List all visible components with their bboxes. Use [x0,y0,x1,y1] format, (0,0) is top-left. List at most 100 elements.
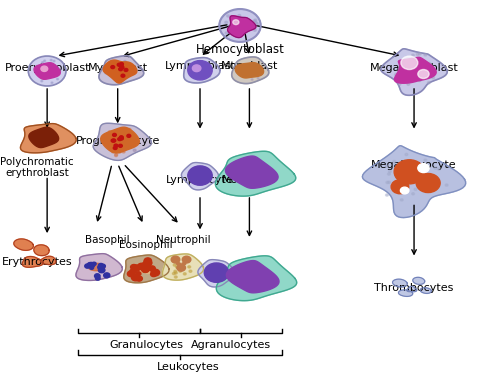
Text: Leukocytes: Leukocytes [157,362,219,372]
Polygon shape [226,156,278,188]
Circle shape [246,23,249,25]
Circle shape [119,68,122,71]
Circle shape [414,79,417,81]
Circle shape [117,63,121,66]
Circle shape [242,17,245,19]
Circle shape [109,138,112,140]
Circle shape [120,137,123,140]
Circle shape [202,67,204,69]
Circle shape [126,144,129,147]
Circle shape [194,75,196,76]
Circle shape [209,75,211,76]
Circle shape [407,83,410,85]
Polygon shape [22,256,44,267]
Circle shape [131,264,137,270]
Circle shape [404,190,407,193]
Circle shape [414,188,417,190]
Circle shape [42,62,44,63]
Circle shape [44,60,46,62]
Circle shape [37,66,39,68]
Circle shape [51,73,53,75]
Circle shape [416,179,419,181]
Circle shape [192,65,201,72]
Circle shape [189,63,191,64]
Circle shape [100,264,105,268]
Text: Agranulocytes: Agranulocytes [191,341,271,351]
Circle shape [434,167,437,169]
Circle shape [258,71,260,72]
Circle shape [128,130,131,132]
Circle shape [419,53,421,55]
Circle shape [418,66,421,68]
Circle shape [120,65,123,68]
Circle shape [399,175,402,177]
Circle shape [112,69,115,71]
Circle shape [233,20,239,25]
Circle shape [171,256,180,263]
Polygon shape [362,146,466,218]
Polygon shape [14,239,34,250]
Circle shape [219,9,261,42]
Circle shape [88,263,95,267]
Circle shape [416,69,419,71]
Circle shape [197,68,199,70]
Circle shape [118,151,121,153]
Ellipse shape [141,267,146,270]
Circle shape [412,193,415,195]
Circle shape [36,66,37,67]
Text: Progranulocyte: Progranulocyte [75,136,160,146]
Text: Basophil: Basophil [85,235,130,245]
Circle shape [120,62,123,66]
Circle shape [50,59,52,61]
Circle shape [144,259,152,266]
Circle shape [198,66,200,68]
Circle shape [114,67,116,69]
Circle shape [205,68,207,69]
Polygon shape [393,279,408,287]
Circle shape [236,26,239,28]
Circle shape [411,67,414,70]
Circle shape [398,83,401,85]
Circle shape [137,265,142,269]
Polygon shape [381,49,447,95]
Circle shape [253,64,255,66]
Circle shape [418,74,421,75]
Circle shape [424,175,427,177]
Circle shape [418,163,429,173]
Circle shape [118,138,121,141]
Circle shape [398,172,401,174]
Polygon shape [101,127,139,153]
Circle shape [118,143,121,146]
Circle shape [183,273,186,275]
Circle shape [112,71,114,73]
Circle shape [418,164,420,166]
Circle shape [108,131,111,133]
Text: Megakaryoblast: Megakaryoblast [370,63,458,73]
Circle shape [240,70,241,72]
Circle shape [117,146,120,148]
Circle shape [255,22,258,25]
Circle shape [432,77,434,79]
Circle shape [408,68,410,70]
Circle shape [410,66,413,68]
Polygon shape [420,288,432,293]
Circle shape [417,165,420,167]
Circle shape [173,264,176,266]
Circle shape [189,72,191,74]
Circle shape [119,135,122,138]
Circle shape [197,62,199,63]
Circle shape [411,54,414,56]
Circle shape [111,139,115,142]
Circle shape [28,56,66,86]
Circle shape [249,72,251,74]
Circle shape [111,150,114,153]
Circle shape [252,27,255,29]
Circle shape [254,19,257,21]
Circle shape [418,69,429,78]
Circle shape [253,29,256,31]
Circle shape [108,66,110,67]
Circle shape [237,66,239,67]
Circle shape [421,170,424,172]
Circle shape [415,162,418,164]
Circle shape [424,159,427,161]
